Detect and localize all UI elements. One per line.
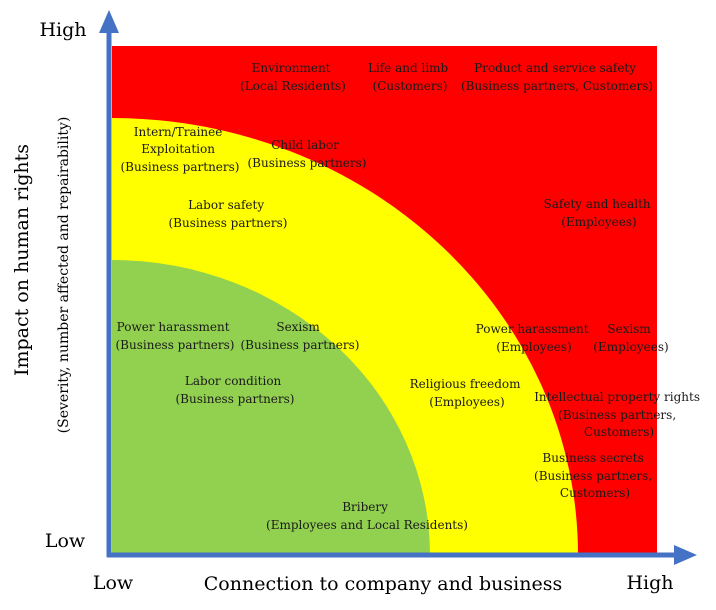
x-axis-low-label: Low: [93, 572, 134, 594]
item-sexism-employees: Sexism (Employees): [593, 322, 668, 354]
x-axis-arrowhead: [674, 545, 697, 565]
item-religious-freedom: Religious freedom (Employees): [410, 377, 525, 409]
y-axis-low-label: Low: [45, 530, 86, 552]
item-intellectual-property-rights: Intellectual property rights (Business p…: [534, 390, 704, 439]
item-power-harassment-employees: Power harassment (Employees): [476, 322, 593, 354]
item-life-and-limb: Life and limb (Customers): [368, 61, 452, 93]
item-bribery: Bribery (Employees and Local Residents): [266, 500, 468, 532]
item-child-labor: Child labor (Business partners): [248, 138, 367, 170]
item-sexism-business-partners: Sexism (Business partners): [241, 320, 360, 352]
x-axis-high-label: High: [626, 572, 673, 594]
item-product-service-safety: Product and service safety (Business par…: [461, 61, 653, 93]
y-axis-title: Impact on human rights: [11, 144, 33, 376]
x-axis-title: Connection to company and business: [204, 573, 562, 595]
y-axis-subtitle: (Severity, number affected and repairabi…: [56, 117, 72, 434]
item-power-harassment-business-partners: Power harassment (Business partners): [116, 320, 235, 352]
item-labor-condition: Labor condition (Business partners): [176, 374, 295, 406]
item-environment: Environment (Local Residents): [240, 61, 346, 93]
item-business-secrets: Business secrets (Business partners, Cus…: [534, 451, 656, 500]
y-axis-arrowhead: [99, 10, 119, 33]
item-intern-trainee-exploitation: Intern/Trainee Exploitation (Business pa…: [121, 125, 240, 174]
y-axis-high-label: High: [39, 19, 86, 41]
item-labor-safety: Labor safety (Business partners): [169, 198, 288, 230]
item-safety-and-health: Safety and health (Employees): [544, 197, 655, 229]
low-risk-zone: [112, 260, 430, 555]
